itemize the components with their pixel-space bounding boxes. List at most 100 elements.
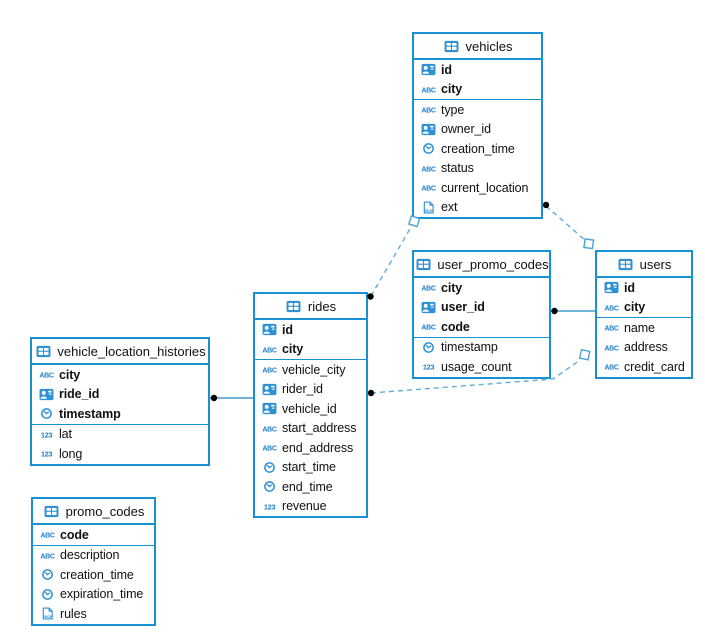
column-label: usage_count (441, 359, 512, 374)
column-label: expiration_time (60, 587, 144, 601)
table-icon (414, 257, 432, 271)
table-header: user_promo_codes (414, 252, 549, 278)
timestamp-type-icon (38, 587, 56, 601)
relationship-vehicles-users (542, 201, 595, 250)
table-icon (285, 299, 303, 313)
timestamp-type-icon (419, 142, 437, 156)
column-row: city (597, 298, 691, 318)
column-label: start_time (282, 460, 336, 474)
column-label: user_id (441, 300, 485, 314)
column-rows: vehicle_city rider_id vehicle_id start_a… (255, 359, 366, 516)
column-label: name (624, 320, 655, 335)
column-label: timestamp (441, 340, 498, 354)
column-label: city (624, 300, 646, 314)
column-row: revenue (255, 497, 366, 517)
abc-type-icon (419, 103, 437, 117)
column-rows: lat long (32, 423, 208, 464)
column-row: rules (33, 604, 154, 624)
table-vehicle-location-histories[interactable]: vehicle_location_histories city ride_id … (30, 337, 210, 466)
table-header: vehicle_location_histories (32, 339, 208, 365)
primary-key-rows: city user_id code (414, 278, 549, 337)
column-label: city (441, 82, 463, 96)
abc-type-icon (602, 300, 620, 314)
abc-type-icon (602, 321, 620, 335)
column-label: code (441, 319, 470, 334)
abc-type-icon (260, 421, 278, 435)
table-name: vehicle_location_histories (57, 343, 206, 359)
column-label: end_address (282, 440, 354, 455)
abc-type-icon (419, 161, 437, 175)
table-vehicles[interactable]: vehicles id city type owner_id creation_… (412, 32, 543, 219)
column-row: type (414, 100, 541, 120)
table-header: rides (255, 294, 366, 320)
number-type-icon (37, 447, 55, 461)
table-name: promo_codes (65, 503, 145, 519)
abc-type-icon (260, 342, 278, 356)
table-rides[interactable]: rides id city vehicle_city rider_id vehi… (253, 292, 368, 518)
table-header: vehicles (414, 34, 541, 60)
column-row: id (597, 278, 691, 298)
id-card-icon (419, 63, 437, 77)
column-row: start_address (255, 419, 366, 439)
column-label: vehicle_city (282, 362, 346, 377)
column-label: revenue (282, 499, 327, 513)
column-row: city (32, 365, 208, 385)
table-name: users (639, 256, 672, 272)
column-label: city (282, 342, 304, 356)
number-type-icon (419, 360, 437, 374)
column-row: creation_time (33, 565, 154, 585)
table-header: promo_codes (33, 499, 154, 525)
table-users[interactable]: users id city name address credit_card (595, 250, 693, 379)
column-row: vehicle_id (255, 399, 366, 419)
column-row: status (414, 159, 541, 179)
column-label: id (441, 62, 452, 77)
column-label: vehicle_id (282, 401, 337, 416)
column-row: lat (32, 425, 208, 445)
table-icon (443, 39, 461, 53)
id-card-icon (602, 281, 620, 295)
column-label: city (59, 367, 81, 382)
column-row: expiration_time (33, 585, 154, 605)
column-label: status (441, 161, 474, 175)
relationship-vehicle-location-histories-rides (210, 394, 253, 402)
abc-type-icon (602, 360, 620, 374)
abc-type-icon (419, 181, 437, 195)
timestamp-type-icon (260, 460, 278, 474)
primary-key-rows: code (33, 525, 154, 545)
number-type-icon (37, 427, 55, 441)
column-label: ride_id (59, 387, 100, 401)
column-row: rider_id (255, 380, 366, 400)
column-row: code (33, 525, 154, 545)
abc-type-icon (602, 340, 620, 354)
abc-type-icon (419, 320, 437, 334)
timestamp-type-icon (419, 340, 437, 354)
column-row: credit_card (597, 357, 691, 377)
json-type-icon (38, 607, 56, 621)
column-label: current_location (441, 180, 529, 195)
relationship-user-promo-codes-users (551, 307, 595, 315)
timestamp-type-icon (38, 568, 56, 582)
column-label: description (60, 548, 120, 562)
id-card-icon (37, 387, 55, 401)
column-row: current_location (414, 178, 541, 198)
column-row: end_address (255, 438, 366, 458)
column-label: address (624, 340, 668, 354)
column-label: end_time (282, 479, 333, 494)
id-card-icon (260, 323, 278, 337)
table-promo-codes[interactable]: promo_codes code description creation_ti… (31, 497, 156, 626)
abc-type-icon (419, 281, 437, 295)
table-user-promo-codes[interactable]: user_promo_codes city user_id code times… (412, 250, 551, 379)
column-row: usage_count (414, 357, 549, 377)
table-icon (43, 504, 61, 518)
column-label: long (59, 446, 83, 461)
column-label: code (60, 527, 89, 542)
column-row: name (597, 318, 691, 338)
column-rows: type owner_id creation_time status curre… (414, 99, 541, 217)
column-row: city (255, 340, 366, 360)
abc-type-icon (37, 368, 55, 382)
primary-key-rows: id city (414, 60, 541, 99)
id-card-icon (419, 300, 437, 314)
id-card-icon (419, 122, 437, 136)
column-row: description (33, 546, 154, 566)
